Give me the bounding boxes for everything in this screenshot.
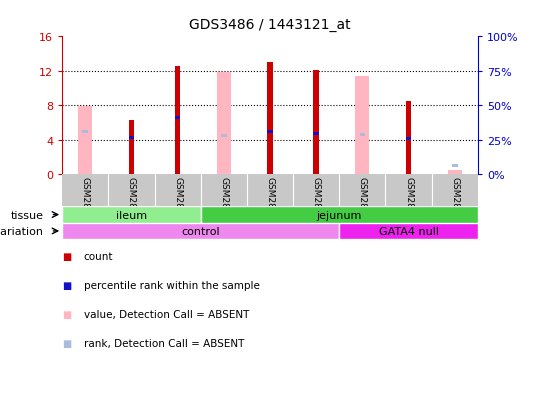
Text: percentile rank within the sample: percentile rank within the sample — [84, 280, 260, 290]
Bar — [129, 121, 134, 175]
Text: GATA4 null: GATA4 null — [379, 226, 438, 236]
Bar — [175, 66, 180, 175]
Text: ■: ■ — [62, 338, 71, 348]
Text: GSM281926: GSM281926 — [219, 176, 228, 231]
Text: rank, Detection Call = ABSENT: rank, Detection Call = ABSENT — [84, 338, 244, 348]
Bar — [355, 77, 369, 175]
Text: tissue: tissue — [11, 210, 44, 220]
Bar — [221, 135, 227, 138]
Text: ileum: ileum — [116, 210, 147, 220]
Bar — [201, 207, 478, 223]
Text: GSM281933: GSM281933 — [127, 176, 136, 231]
Text: GSM281927: GSM281927 — [266, 176, 274, 231]
Text: GSM281930: GSM281930 — [404, 176, 413, 231]
Title: GDS3486 / 1443121_at: GDS3486 / 1443121_at — [189, 18, 351, 32]
Bar — [78, 107, 92, 175]
Bar — [62, 223, 339, 240]
Bar — [83, 130, 88, 133]
Text: jejunum: jejunum — [316, 210, 362, 220]
Text: GSM281934: GSM281934 — [173, 176, 182, 231]
Text: GSM281929: GSM281929 — [358, 176, 367, 231]
Text: GSM281932: GSM281932 — [80, 176, 90, 231]
Bar — [452, 164, 457, 168]
Bar — [313, 71, 319, 175]
Text: ■: ■ — [62, 280, 71, 290]
Bar — [217, 73, 231, 175]
Bar — [406, 138, 411, 141]
Bar — [313, 133, 319, 136]
Text: genotype/variation: genotype/variation — [0, 226, 44, 236]
Text: ■: ■ — [62, 309, 71, 319]
Text: GSM281928: GSM281928 — [312, 176, 321, 231]
Text: count: count — [84, 251, 113, 261]
Text: value, Detection Call = ABSENT: value, Detection Call = ABSENT — [84, 309, 249, 319]
Bar — [267, 130, 273, 133]
Text: GSM281931: GSM281931 — [450, 176, 460, 231]
Bar — [339, 223, 478, 240]
Bar — [360, 134, 365, 137]
Text: ■: ■ — [62, 251, 71, 261]
Bar — [175, 116, 180, 119]
Bar — [129, 137, 134, 140]
Bar — [448, 171, 462, 175]
Bar — [267, 63, 273, 175]
Text: control: control — [181, 226, 220, 236]
Bar — [62, 207, 201, 223]
Bar — [406, 102, 411, 175]
